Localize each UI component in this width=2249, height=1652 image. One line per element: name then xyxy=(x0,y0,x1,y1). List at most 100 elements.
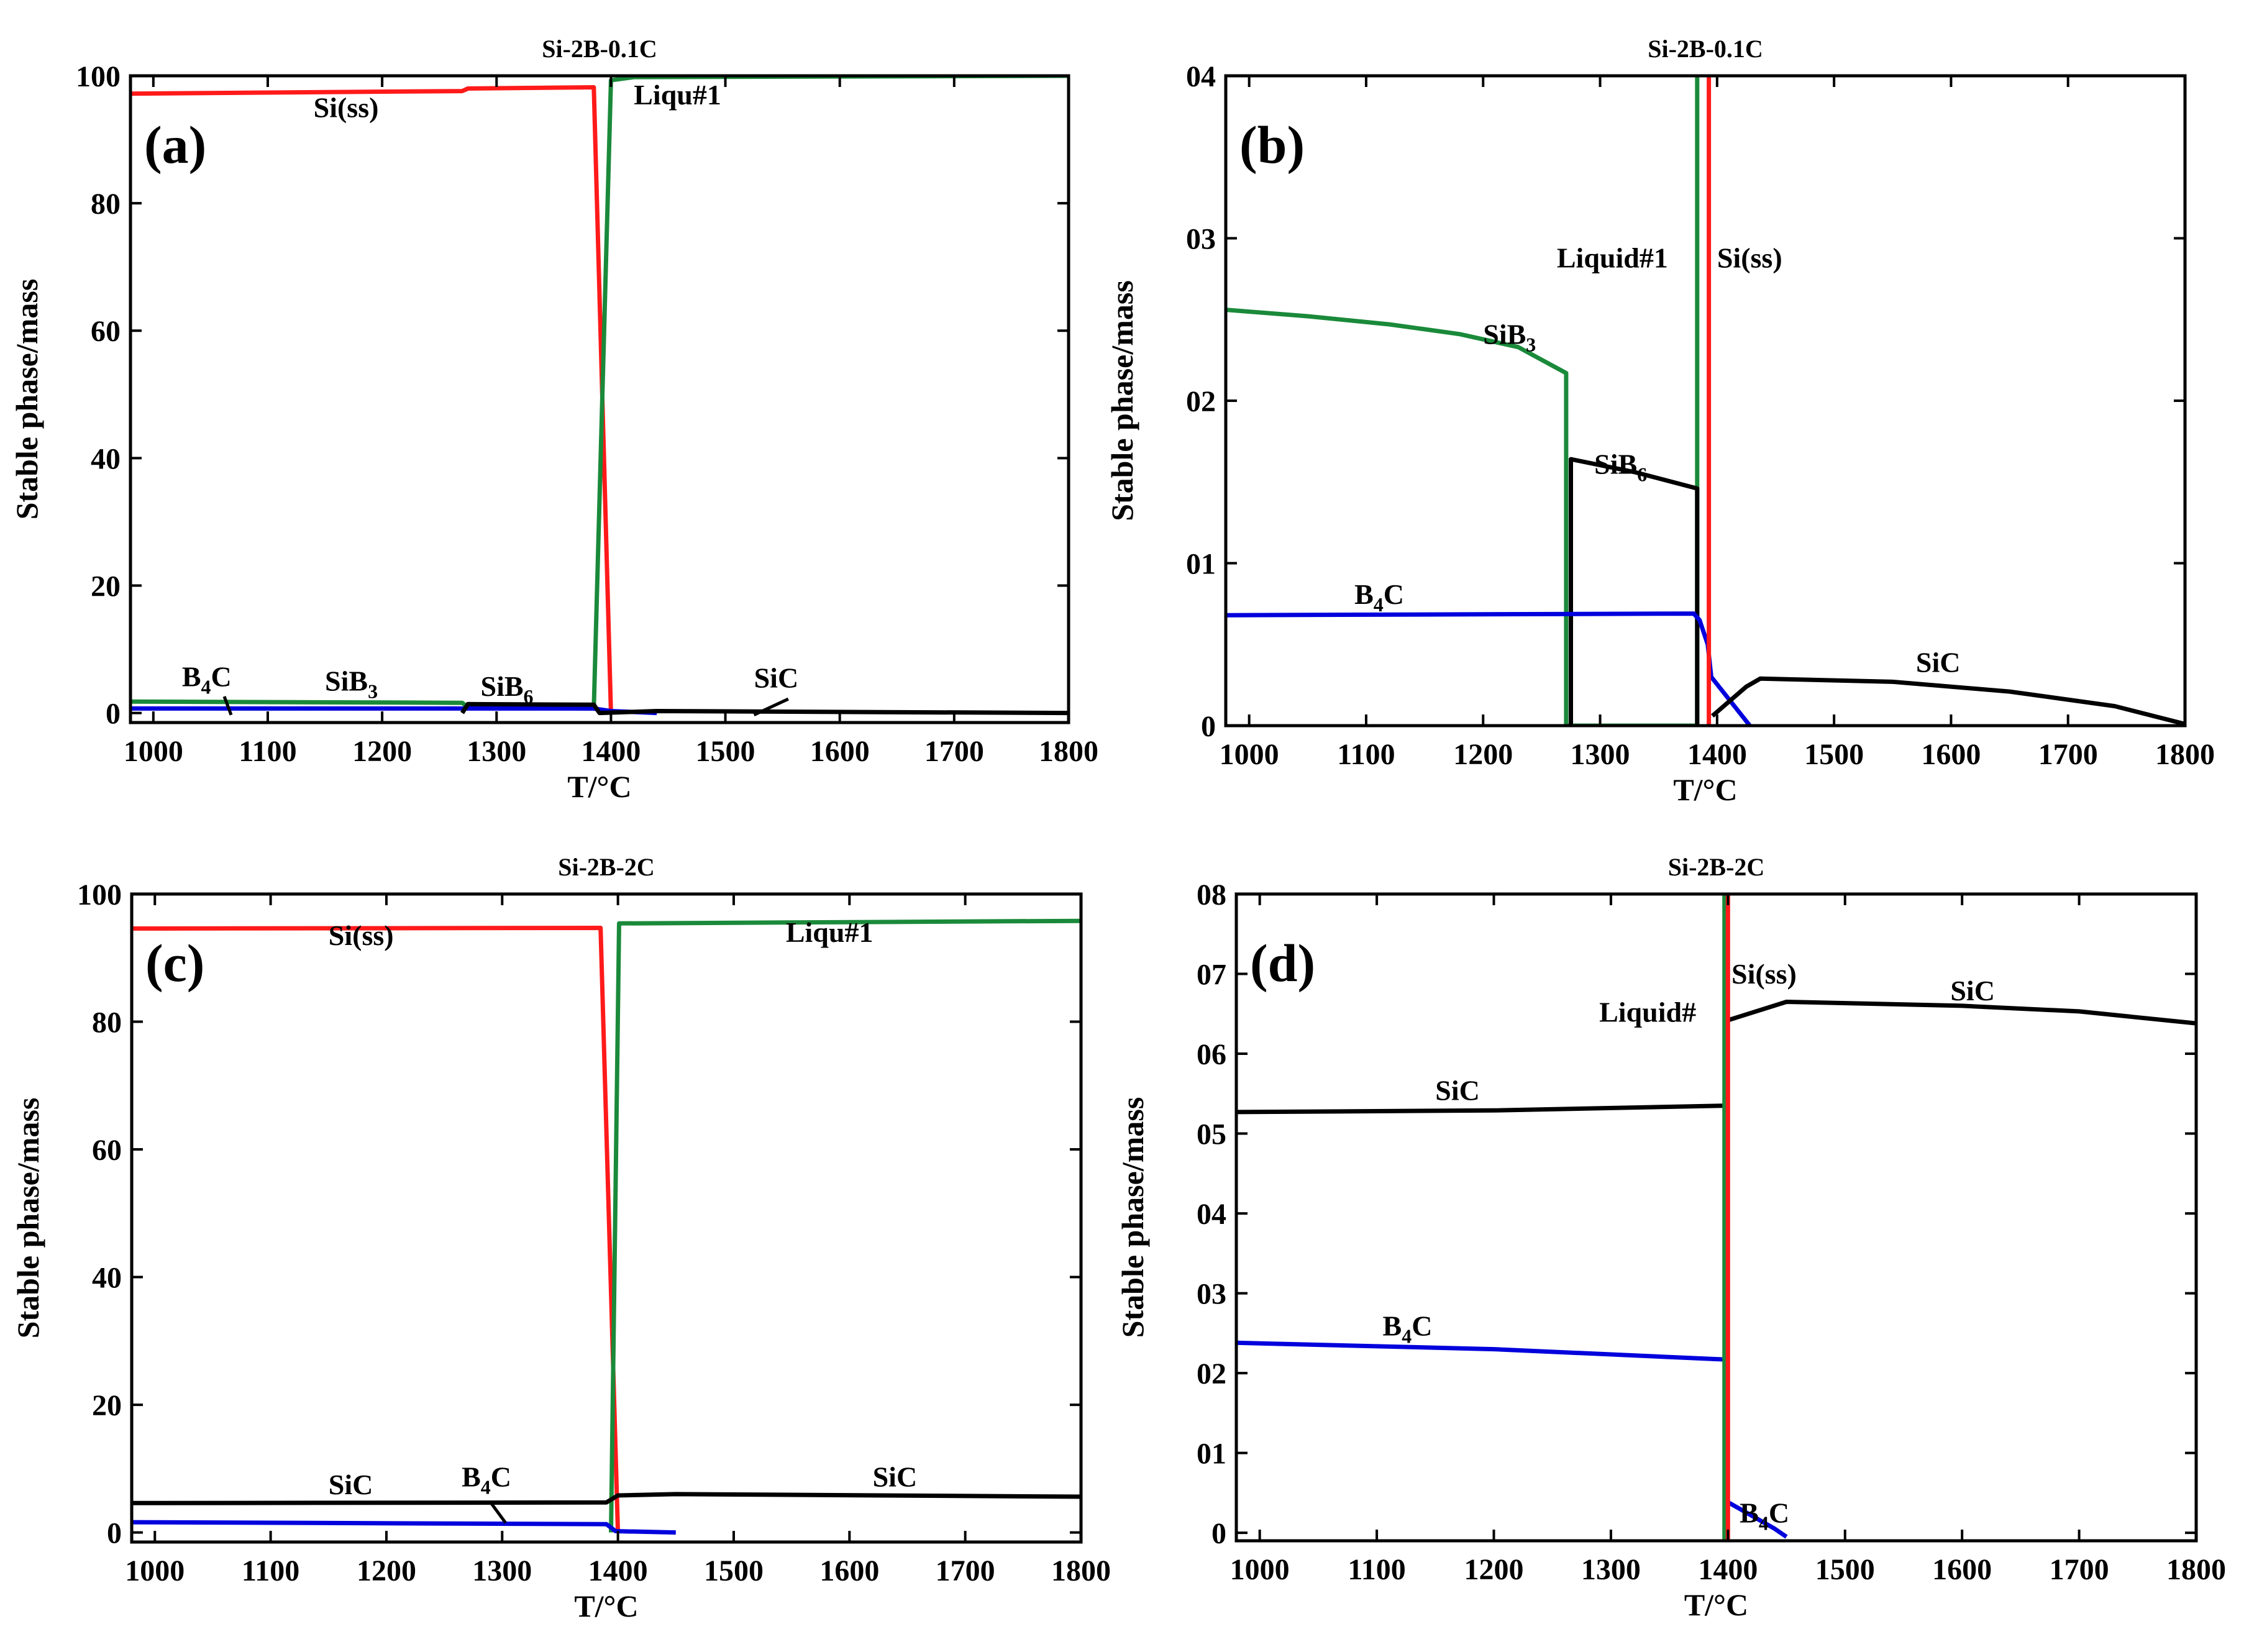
chart-panel-b: 1000 1100 1200 1300 1400 1500 1600 1700 1800 0 01 0… xyxy=(1105,35,2215,807)
annotation-subscript: 4 xyxy=(481,1476,491,1499)
annotation-subscript: 4 xyxy=(201,676,211,698)
annotation-leader xyxy=(753,697,789,716)
x-tick-label: 1300 xyxy=(472,1554,532,1587)
x-tick-label: 1000 xyxy=(125,1554,185,1587)
series-annotation: SiC xyxy=(1950,975,1995,1006)
plot-frame xyxy=(1224,74,2187,728)
y-tick-label: 03 xyxy=(1197,1278,1226,1311)
annotation-suffix: C xyxy=(1769,1497,1789,1528)
x-tick-label: 1700 xyxy=(2050,1553,2109,1586)
plot-frame xyxy=(130,892,1083,1544)
x-tick-label: 1700 xyxy=(2038,738,2098,771)
x-tick-label: 1200 xyxy=(1464,1553,1524,1586)
y-tick-label: 02 xyxy=(1186,385,1216,418)
series-line-3 xyxy=(130,706,657,716)
series-line-2 xyxy=(1569,457,1700,726)
x-tick-label: 1700 xyxy=(924,735,984,768)
series-line-1 xyxy=(132,926,621,1533)
chart-panel-d: 1000 1100 1200 1300 1400 1500 1600 1700 1800 0 01 0… xyxy=(1115,853,2226,1622)
series-line-1 xyxy=(1226,76,1700,726)
panel-label: (d) xyxy=(1250,933,1315,993)
x-tick-label: 1800 xyxy=(1051,1554,1111,1587)
x-tick-label: 1200 xyxy=(352,735,412,768)
y-tick-label: 0 xyxy=(106,698,121,731)
x-axis-label: T/°C xyxy=(1673,772,1737,807)
y-tick-label: 07 xyxy=(1197,959,1226,992)
x-tick-label: 1400 xyxy=(1698,1553,1758,1586)
x-tick-label: 1500 xyxy=(1804,738,1864,771)
y-tick-label: 60 xyxy=(92,1134,122,1167)
series-annotation: Liquid# xyxy=(1599,997,1696,1028)
x-tick-label: 1800 xyxy=(1039,735,1098,768)
x-tick-label: 1600 xyxy=(819,1554,879,1587)
series-annotation: B4C xyxy=(1383,1310,1433,1348)
series-annotation: SiB6 xyxy=(1594,449,1647,486)
series-annotation: Liqu#1 xyxy=(786,916,874,948)
x-tick-label: 1500 xyxy=(696,735,755,768)
x-tick-label: 1700 xyxy=(936,1554,995,1587)
series-annotation: Liqu#1 xyxy=(634,79,721,111)
x-tick-label: 1300 xyxy=(1581,1553,1641,1586)
panel-label: (b) xyxy=(1239,115,1305,175)
series-annotation: Liquid#1 xyxy=(1557,242,1668,274)
series-annotation: Si(ss) xyxy=(1717,242,1782,274)
series-annotation: SiB3 xyxy=(1483,318,1536,355)
y-tick-label: 60 xyxy=(91,315,121,348)
x-tick-label: 1400 xyxy=(1687,738,1747,771)
y-tick-label: 06 xyxy=(1197,1038,1226,1071)
annotation-leader xyxy=(222,696,233,716)
chart-panel-c: 1000 1100 1200 1300 1400 1500 1600 1700 1800 0 20 4… xyxy=(11,853,1111,1623)
series-annotation: B4C xyxy=(1354,578,1404,616)
annotation-subscript: 6 xyxy=(524,685,534,708)
y-tick-label: 40 xyxy=(92,1262,122,1295)
series-annotation: Si(ss) xyxy=(329,920,394,951)
annotation-suffix: C xyxy=(1412,1310,1432,1342)
x-tick-label: 1200 xyxy=(357,1554,416,1587)
y-axis-label: Stable phase/mass xyxy=(1115,1097,1150,1338)
x-tick-label: 1000 xyxy=(1230,1553,1290,1586)
y-tick-label: 02 xyxy=(1197,1358,1226,1390)
annotation-suffix: C xyxy=(491,1461,511,1493)
x-tick-label: 1500 xyxy=(1815,1553,1875,1586)
x-tick-label: 1300 xyxy=(467,735,526,768)
y-tick-label: 0 xyxy=(1201,710,1216,743)
chart-title: Si-2B-2C xyxy=(558,853,655,881)
chart-title: Si-2B-2C xyxy=(1668,853,1765,881)
x-tick-label: 1400 xyxy=(581,735,641,768)
series-line-4 xyxy=(132,1520,676,1535)
plot-frame xyxy=(1234,892,2198,1543)
y-tick-label: 04 xyxy=(1197,1198,1226,1231)
x-tick-label: 1500 xyxy=(704,1554,764,1587)
series-line-3 xyxy=(132,1492,1081,1505)
annotation-subscript: 4 xyxy=(1374,593,1384,616)
annotation-suffix: C xyxy=(211,661,232,693)
x-axis-label: T/°C xyxy=(567,769,631,804)
x-tick-label: 1600 xyxy=(1932,1553,1992,1586)
panel-label: (c) xyxy=(145,933,204,993)
panel-label: (a) xyxy=(144,115,206,175)
series-annotation: Si(ss) xyxy=(314,92,379,124)
y-axis-label: Stable phase/mass xyxy=(9,279,44,520)
x-tick-label: 1300 xyxy=(1571,738,1630,771)
y-tick-label: 100 xyxy=(76,60,121,93)
annotation-subscript: 4 xyxy=(1759,1512,1769,1534)
series-annotation: SiC xyxy=(329,1469,373,1500)
x-axis-label: T/°C xyxy=(574,1589,638,1623)
y-tick-label: 80 xyxy=(91,188,121,221)
annotation-leader xyxy=(489,1501,507,1524)
x-tick-label: 1200 xyxy=(1453,738,1513,771)
series-line-4 xyxy=(1711,676,2185,726)
y-tick-label: 04 xyxy=(1186,60,1216,93)
series-line-2 xyxy=(130,76,1069,711)
y-tick-label: 100 xyxy=(77,878,122,911)
x-tick-label: 1800 xyxy=(2155,738,2215,771)
series-annotation: SiB3 xyxy=(325,665,378,703)
plot-frame xyxy=(129,74,1070,724)
x-tick-label: 1100 xyxy=(239,735,296,768)
y-tick-label: 80 xyxy=(92,1006,122,1039)
series-annotation: SiC xyxy=(754,662,799,694)
y-tick-label: 01 xyxy=(1186,548,1216,581)
series-annotation: B4C xyxy=(182,661,232,698)
chart-panel-a: 1000 1100 1200 1300 1400 1500 1600 1700 1800 0 20 4… xyxy=(9,35,1098,804)
